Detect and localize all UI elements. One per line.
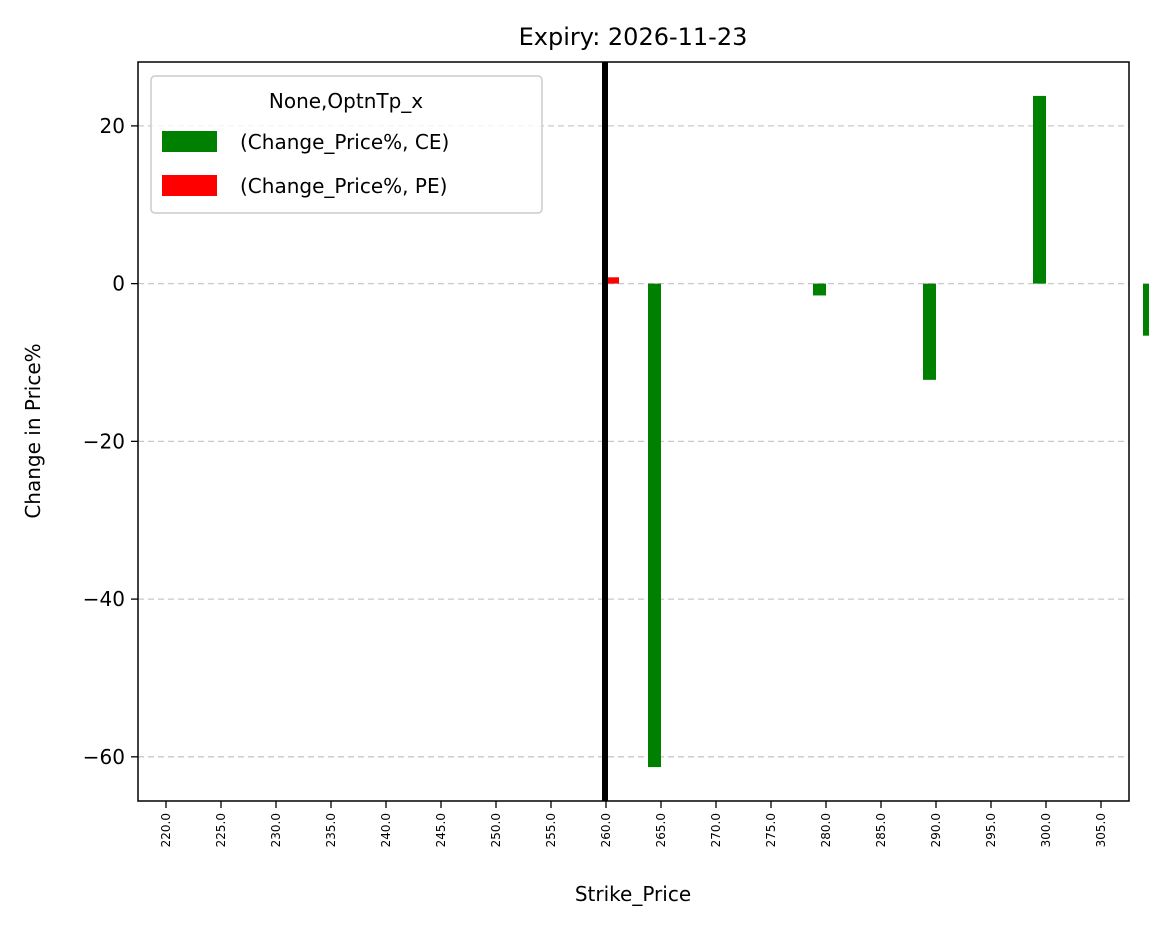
legend-swatch-pe bbox=[162, 175, 217, 196]
y-tick-label: −60 bbox=[83, 745, 125, 769]
x-tick-label: 220.0 bbox=[159, 813, 173, 847]
x-tick-label: 250.0 bbox=[489, 813, 503, 847]
x-tick-label: 300.0 bbox=[1039, 813, 1053, 847]
y-tick-label: 20 bbox=[100, 114, 125, 138]
x-tick-label: 280.0 bbox=[819, 813, 833, 847]
x-tick-label: 295.0 bbox=[984, 813, 998, 847]
y-axis-label: Change in Price% bbox=[21, 343, 45, 518]
x-tick-label: 235.0 bbox=[324, 813, 338, 847]
y-axis: 20 0 −20 −40 −60 bbox=[83, 114, 138, 769]
x-tick-label: 285.0 bbox=[874, 813, 888, 847]
x-axis-label: Strike_Price bbox=[575, 882, 691, 906]
x-tick-label: 225.0 bbox=[214, 813, 228, 847]
bar-ce-300.0 bbox=[1033, 95, 1046, 284]
y-tick-label: 0 bbox=[112, 272, 125, 296]
chart-title: Expiry: 2026-11-23 bbox=[519, 23, 748, 51]
x-tick-label: 290.0 bbox=[929, 813, 943, 847]
x-tick-label: 260.0 bbox=[599, 813, 613, 847]
legend-label-ce: (Change_Price%, CE) bbox=[240, 130, 449, 154]
bar-ce-310.0 bbox=[1143, 283, 1149, 336]
x-tick-label: 255.0 bbox=[544, 813, 558, 847]
bar-ce-265.0 bbox=[648, 283, 661, 768]
x-tick-label: 230.0 bbox=[269, 813, 283, 847]
y-tick-label: −20 bbox=[83, 429, 125, 453]
plot-frame bbox=[137, 61, 1130, 802]
bar-ce-280.0 bbox=[813, 283, 826, 296]
x-tick-label: 265.0 bbox=[654, 813, 668, 847]
legend-title: None,OptnTp_x bbox=[269, 89, 423, 113]
legend-box bbox=[150, 75, 543, 214]
legend-swatch-ce bbox=[162, 131, 217, 152]
x-tick-label: 305.0 bbox=[1094, 813, 1108, 847]
x-tick-label: 240.0 bbox=[379, 813, 393, 847]
x-axis: 220.0 225.0 230.0 235.0 240.0 245.0 250.0 255.0… bbox=[159, 801, 1108, 847]
legend-label-pe: (Change_Price%, PE) bbox=[240, 174, 447, 198]
x-tick-label: 245.0 bbox=[434, 813, 448, 847]
y-tick-label: −40 bbox=[83, 587, 125, 611]
y-gridlines bbox=[138, 125, 1129, 758]
bar-ce-290.0 bbox=[923, 283, 936, 380]
x-tick-label: 275.0 bbox=[764, 813, 778, 847]
bar-pe-260.0 bbox=[606, 277, 619, 284]
legend: None,OptnTp_x (Change_Price%, CE) (Chang… bbox=[150, 75, 543, 214]
bars-group bbox=[606, 95, 1149, 768]
x-tick-label: 270.0 bbox=[709, 813, 723, 847]
